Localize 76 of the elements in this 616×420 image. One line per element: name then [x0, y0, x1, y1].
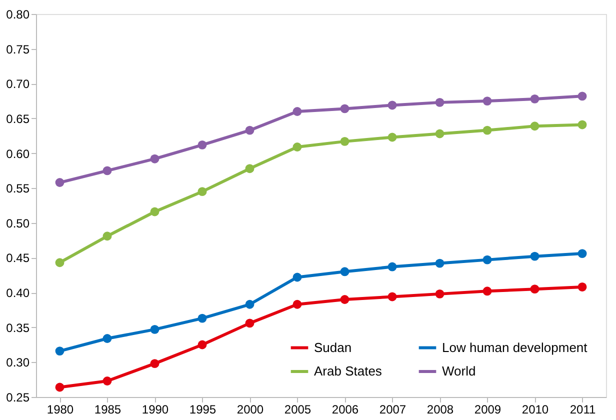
point: [340, 104, 350, 114]
point: [102, 232, 112, 241]
legend-label: Arab States: [314, 364, 382, 378]
point: [530, 122, 540, 131]
point: [482, 96, 492, 106]
legend-label: World: [442, 364, 476, 378]
y-tick-label: 0.35: [6, 320, 30, 335]
x-tick-label: 1990: [142, 402, 169, 416]
x-tick-label: 2011: [570, 402, 596, 416]
point: [150, 154, 160, 164]
x-tick-label: 1985: [94, 402, 122, 416]
point: [578, 282, 587, 292]
point: [292, 107, 302, 116]
y-tick-label: 0.30: [6, 356, 30, 370]
point: [530, 94, 540, 104]
point: [55, 346, 64, 356]
point: [198, 140, 207, 150]
point: [578, 120, 587, 130]
x-tick-label: 2008: [426, 402, 454, 416]
point: [340, 295, 350, 304]
point: [435, 129, 444, 138]
y-tick-label: 0.55: [6, 182, 30, 196]
point: [245, 126, 254, 135]
point: [435, 258, 444, 268]
point: [292, 272, 302, 282]
legend-label: Sudan: [314, 340, 352, 355]
point: [198, 187, 207, 196]
point: [55, 258, 64, 268]
x-tick-label: 2000: [236, 402, 264, 416]
point: [482, 286, 492, 296]
point: [292, 300, 302, 309]
point: [150, 324, 160, 334]
point: [388, 292, 397, 302]
point: [530, 284, 540, 294]
point: [245, 318, 254, 328]
point: [55, 382, 64, 392]
y-tick-label: 0.65: [6, 112, 30, 126]
point: [198, 340, 207, 350]
point: [530, 252, 540, 261]
y-tick-label: 0.75: [6, 42, 30, 56]
legend-label: Low human development: [442, 340, 588, 355]
point: [102, 166, 112, 176]
point: [388, 132, 397, 142]
point: [482, 255, 492, 264]
x-tick-label: 2010: [522, 402, 549, 416]
x-tick-label: 1980: [46, 402, 74, 416]
x-tick-label: 2005: [284, 402, 312, 416]
point: [245, 164, 254, 174]
point: [388, 100, 397, 110]
point: [102, 334, 112, 343]
point: [245, 300, 254, 309]
x-tick-label: 2006: [332, 402, 359, 416]
point: [388, 262, 397, 272]
y-tick-label: 0.60: [6, 146, 30, 161]
y-tick-label: 0.40: [6, 286, 30, 300]
point: [150, 359, 160, 368]
point: [198, 314, 207, 323]
y-tick-label: 0.25: [6, 390, 30, 404]
point: [435, 98, 444, 107]
y-tick-label: 0.50: [6, 216, 30, 230]
x-tick-label: 1995: [189, 402, 216, 416]
point: [102, 376, 112, 386]
y-tick-label: 0.70: [6, 77, 30, 92]
point: [578, 249, 587, 258]
point: [340, 267, 350, 276]
point: [482, 126, 492, 135]
x-tick-label: 2007: [379, 402, 406, 416]
y-tick-label: 0.80: [6, 8, 30, 22]
point: [340, 136, 350, 146]
point: [55, 178, 64, 187]
point: [150, 207, 160, 216]
point: [292, 142, 302, 152]
point: [578, 92, 587, 101]
y-tick-label: 0.45: [6, 251, 30, 266]
point: [435, 289, 444, 298]
x-tick-label: 2009: [474, 402, 502, 416]
